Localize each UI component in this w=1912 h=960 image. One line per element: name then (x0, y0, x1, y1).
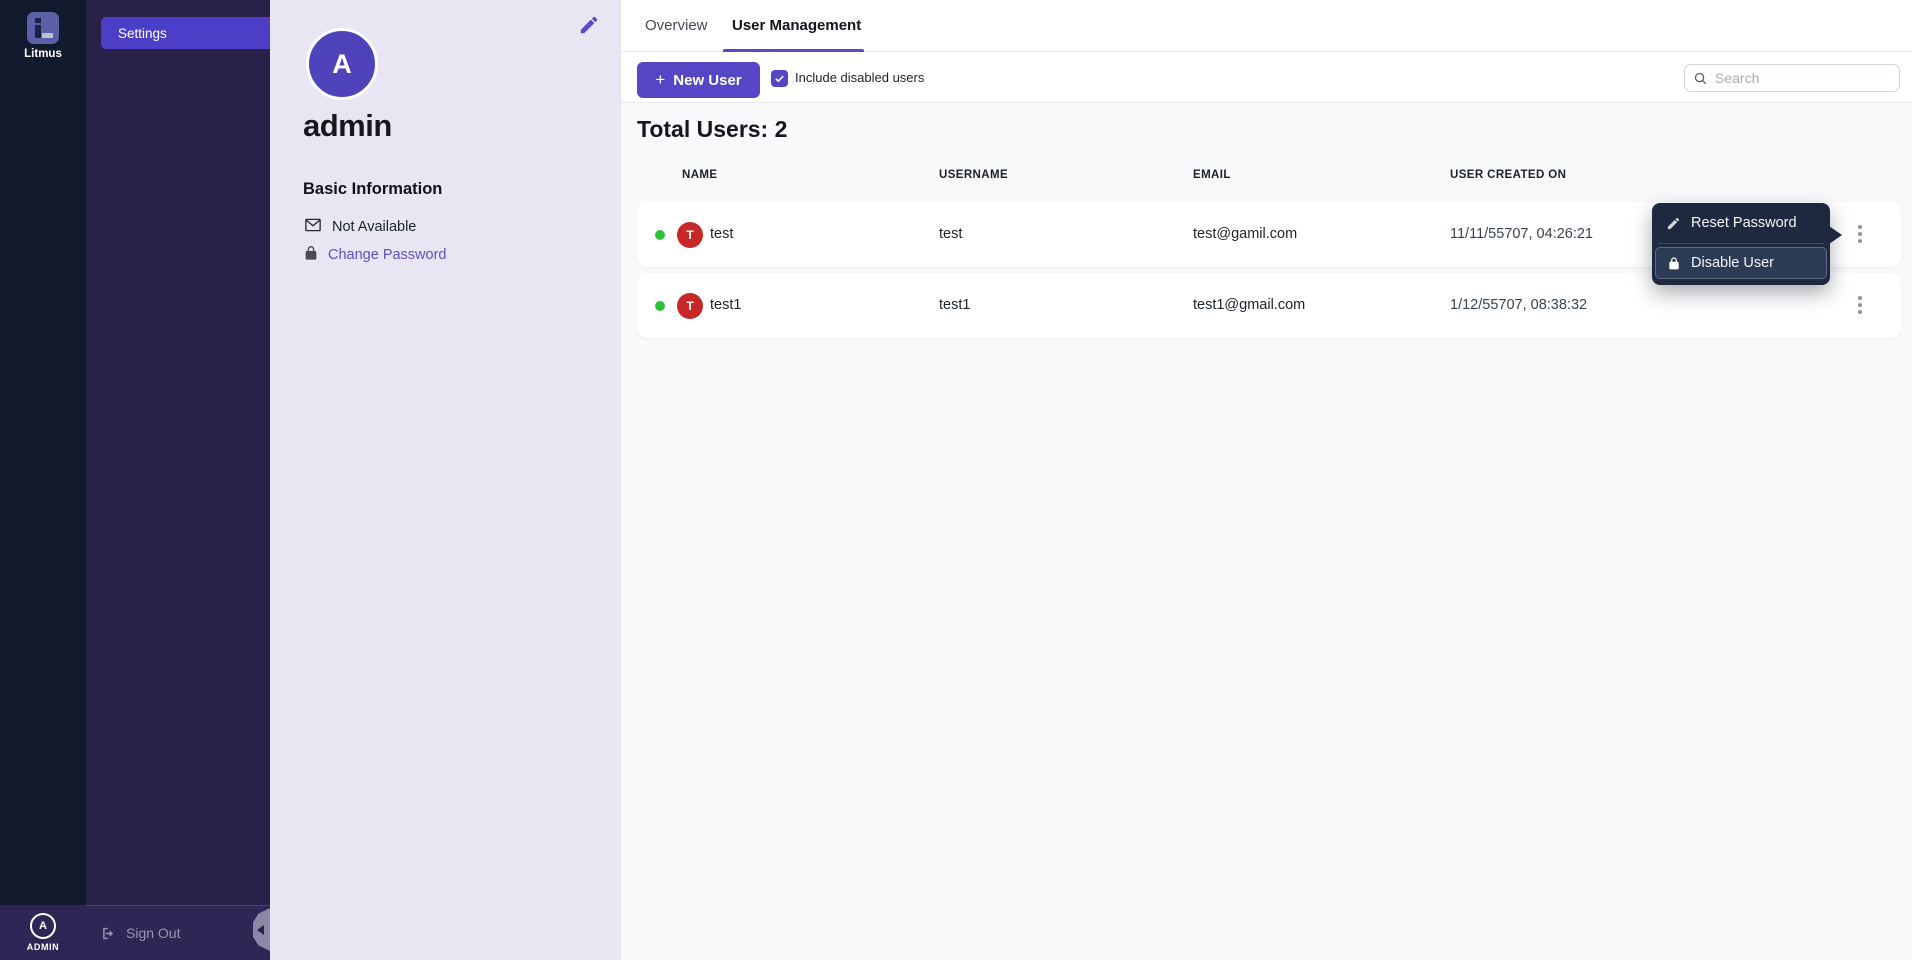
row-actions-menu-button[interactable] (1844, 218, 1876, 250)
basic-info-heading: Basic Information (303, 180, 443, 198)
cell-email: test@gamil.com (1193, 226, 1298, 242)
cell-username: test1 (939, 297, 971, 313)
search-box (1684, 64, 1900, 92)
litmus-logo[interactable]: Litmus (0, 12, 86, 60)
lock-icon (303, 244, 319, 266)
row-actions-menu-button[interactable] (1844, 289, 1876, 321)
tab-overview[interactable]: Overview (645, 17, 708, 34)
edit-profile-button[interactable] (578, 14, 600, 36)
menu-item-disable-user[interactable]: Disable User (1655, 247, 1827, 279)
menu-item-label: Disable User (1691, 255, 1774, 271)
nav-footer: Sign Out (86, 905, 270, 960)
sign-out-button[interactable]: Sign Out (100, 906, 180, 960)
pencil-icon (580, 16, 598, 34)
new-user-label: New User (673, 71, 742, 89)
email-value: Not Available (332, 219, 417, 235)
cell-name: test1 (710, 297, 742, 313)
user-avatar-initial: T (686, 227, 694, 242)
app-rail: Litmus (0, 0, 86, 905)
include-disabled-label: Include disabled users (795, 70, 925, 85)
sign-out-icon (100, 925, 117, 942)
chevron-left-icon (256, 924, 264, 935)
collapse-sidebar-button[interactable] (253, 908, 270, 951)
envelope-icon (303, 216, 323, 238)
profile-avatar: A (306, 28, 378, 100)
cell-name: test (710, 226, 734, 242)
profile-username: admin (303, 108, 392, 143)
cell-username: test (939, 226, 963, 242)
search-icon (1694, 72, 1707, 84)
cell-created-on: 1/12/55707, 08:38:32 (1450, 297, 1588, 313)
context-menu-arrow (1829, 226, 1842, 244)
admin-avatar[interactable]: A (30, 913, 56, 939)
main-content: Overview User Management + New User Incl… (621, 0, 1912, 960)
new-user-button[interactable]: + New User (637, 62, 760, 98)
column-header-name: NAME (682, 169, 718, 181)
column-header-email: EMAIL (1193, 169, 1231, 181)
sidebar-item-settings[interactable]: Settings (101, 17, 270, 49)
status-active-dot (655, 230, 665, 240)
change-password-link[interactable]: Change Password (328, 247, 447, 263)
lock-icon (1667, 256, 1681, 271)
user-avatar: T (677, 292, 703, 319)
column-header-username: USERNAME (939, 169, 1009, 181)
litmus-logo-icon (27, 12, 59, 44)
column-header-created: USER CREATED ON (1450, 169, 1567, 181)
rail-footer: A ADMIN (0, 905, 86, 960)
status-active-dot (655, 301, 665, 311)
cell-email: test1@gmail.com (1193, 297, 1306, 313)
plus-icon: + (655, 70, 666, 89)
menu-item-label: Reset Password (1691, 215, 1797, 231)
profile-panel: A admin Basic Information Not Available … (270, 0, 621, 960)
tab-user-management[interactable]: User Management (732, 17, 862, 34)
cell-created-on: 11/11/55707, 04:26:21 (1450, 226, 1593, 242)
admin-role-label: ADMIN (26, 942, 60, 952)
row-actions-context-menu: Reset Password Disable User (1652, 203, 1842, 285)
brand-name: Litmus (24, 48, 62, 60)
profile-avatar-initial: A (332, 48, 352, 79)
admin-avatar-initial: A (39, 920, 47, 932)
toolbar: + New User Include disabled users (621, 52, 1912, 103)
sign-out-label: Sign Out (126, 925, 181, 941)
email-info-row: Not Available (303, 216, 416, 238)
tab-bar: Overview User Management (621, 0, 1912, 52)
search-input[interactable] (1715, 70, 1891, 86)
change-password-row: Change Password (303, 244, 447, 266)
menu-item-reset-password[interactable]: Reset Password (1652, 203, 1830, 243)
user-avatar-initial: T (686, 298, 694, 313)
pencil-icon (1666, 216, 1681, 231)
total-users-heading: Total Users: 2 (637, 116, 788, 142)
menu-divider (1658, 243, 1824, 244)
check-icon (775, 75, 784, 83)
include-disabled-checkbox[interactable] (771, 70, 788, 87)
active-tab-underline (723, 49, 864, 52)
sidebar-item-label: Settings (118, 25, 167, 41)
user-avatar: T (677, 221, 703, 248)
nav-sidebar: Settings (86, 0, 270, 905)
